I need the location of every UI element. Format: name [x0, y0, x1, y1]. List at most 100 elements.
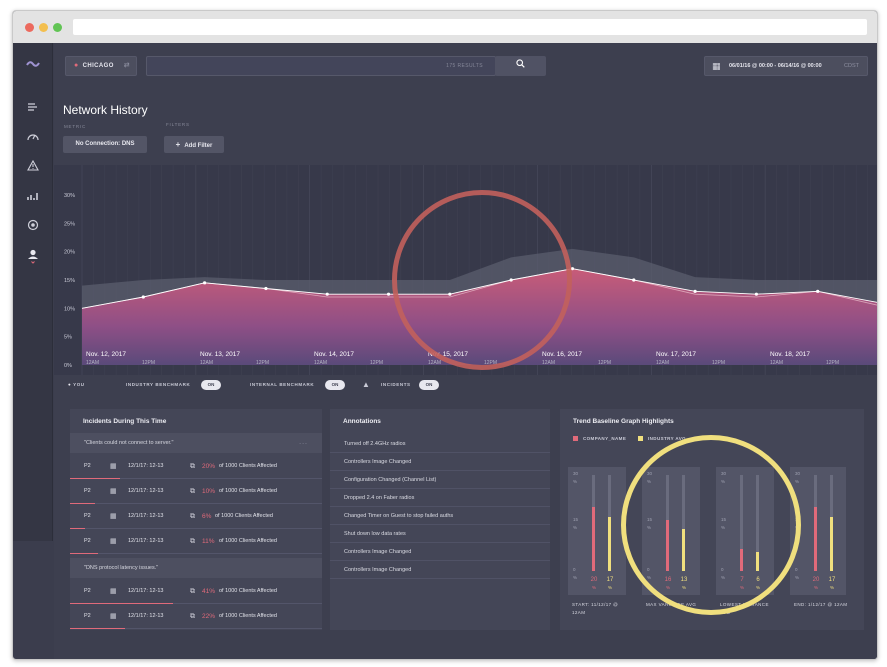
data-point[interactable]	[816, 289, 820, 293]
legend-company: COMPANY_NAME	[573, 436, 627, 442]
location-selector[interactable]: ● CHICAGO ⇄	[65, 56, 137, 76]
priority-label: P2	[84, 588, 91, 594]
x-sub-tick-label: 12AM	[656, 360, 669, 366]
timezone-label: CDST	[844, 63, 859, 69]
x-sub-tick-label: 12AM	[200, 360, 213, 366]
priority-label: P2	[84, 513, 91, 519]
incident-time: 12/1/17: 12-13	[128, 513, 164, 519]
axis-tick: %	[573, 525, 578, 530]
list-item[interactable]: Dropped 2.4 on Faber radios	[330, 489, 550, 507]
company-value: 20	[590, 577, 598, 583]
more-icon[interactable]: ...	[299, 439, 308, 446]
incident-group[interactable]: "DNS protocol latency issues."	[70, 558, 322, 578]
logo-icon[interactable]	[25, 57, 41, 73]
chart-icon[interactable]	[25, 189, 41, 205]
menu-icon[interactable]	[25, 99, 41, 115]
calendar-icon: ▦	[110, 463, 117, 470]
x-sub-tick-label: 12PM	[598, 360, 611, 366]
x-sub-tick-label: 12AM	[314, 360, 327, 366]
x-day-label: Nov. 14, 2017	[314, 351, 354, 358]
clients-icon: ⧉	[190, 488, 195, 495]
settings-icon[interactable]	[25, 219, 41, 235]
list-item[interactable]: Controllers Image Changed	[330, 543, 550, 561]
incident-percent: 6%	[202, 513, 212, 520]
list-item[interactable]: Changed Timer on Guest to stop failed au…	[330, 507, 550, 525]
calendar-icon: ▦	[712, 61, 721, 71]
x-sub-tick-label: 12AM	[86, 360, 99, 366]
highlight-block[interactable]: 30% 15% 0% 20 17%%	[568, 467, 626, 595]
data-point[interactable]	[754, 292, 758, 296]
company-swatch	[573, 436, 578, 442]
y-tick-label: 30%	[64, 193, 75, 199]
highlight-caption: START: 11/12/17 @ 12AM	[572, 602, 619, 615]
table-row[interactable]: P2 ▦ 12/1/17: 12-13 ⧉ 41% of 1000 Clients Aff…	[70, 579, 322, 604]
data-point[interactable]	[141, 295, 145, 299]
highlights-title: Trend Baseline Graph Highlights	[573, 418, 674, 425]
maximize-window-icon[interactable]	[53, 23, 62, 32]
list-item[interactable]: Turned off 2.4GHz radios	[330, 435, 550, 453]
address-bar[interactable]	[73, 19, 867, 35]
data-point[interactable]	[264, 286, 268, 291]
legend-industry-avg-label: INDUSTRY AVG	[648, 436, 687, 441]
minimize-window-icon[interactable]	[39, 23, 48, 32]
data-point[interactable]	[386, 292, 391, 296]
legend-company-label: COMPANY_NAME	[583, 436, 627, 441]
pin-icon: ●	[74, 62, 79, 69]
legend-industry-label: INDUSTRY BENCHMARK	[126, 382, 191, 387]
alert-icon[interactable]	[25, 159, 41, 175]
list-item[interactable]: Configuration Changed (Channel List)	[330, 471, 550, 489]
user-icon[interactable]	[25, 249, 41, 265]
incident-progress-bar	[70, 628, 126, 629]
company-bar-fill	[592, 507, 595, 571]
incident-time: 12/1/17: 12-13	[128, 463, 164, 469]
date-range-selector[interactable]: ▦ 06/01/16 @ 00:00 - 06/14/16 @ 00:00 CD…	[704, 56, 868, 76]
data-point[interactable]	[203, 281, 207, 285]
x-sub-tick-label: 12AM	[542, 360, 555, 366]
legend-internal-label: INTERNAL BENCHMARK	[250, 382, 315, 387]
search-input[interactable]: 175 RESULTS	[146, 56, 496, 76]
data-point[interactable]	[325, 292, 329, 296]
search-button[interactable]	[495, 56, 546, 76]
incident-progress-bar	[70, 528, 86, 529]
incident-percent: 41%	[202, 588, 216, 595]
add-filter-button[interactable]: + Add Filter	[164, 136, 224, 153]
calendar-icon: ▦	[110, 588, 117, 595]
incident-affected: of 1000 Clients Affected	[219, 463, 277, 469]
page-title: Network History	[63, 103, 148, 117]
incident-progress-bar	[70, 478, 121, 479]
table-row[interactable]: P2 ▦ 12/1/17: 12-13 ⧉ 22% of 1000 Clients Aff…	[70, 604, 322, 629]
incident-progress-bar	[70, 503, 96, 504]
incident-group[interactable]: "Clients could not connect to server." .…	[70, 433, 322, 453]
table-row[interactable]: P2 ▦ 12/1/17: 12-13 ⧉ 6% of 1000 Clients Affe…	[70, 504, 322, 529]
data-point[interactable]	[570, 267, 575, 271]
data-point[interactable]	[693, 289, 697, 293]
calendar-icon: ▦	[110, 513, 117, 520]
filters-label: FILTERS	[166, 122, 190, 127]
list-item[interactable]: Shut down low data rates	[330, 525, 550, 543]
clients-icon: ⧉	[190, 538, 195, 545]
x-sub-tick-label: 12PM	[826, 360, 839, 366]
location-label: CHICAGO	[82, 63, 114, 69]
x-day-label: Nov. 16, 2017	[542, 351, 582, 358]
company-pct: %	[591, 585, 596, 590]
table-row[interactable]: P2 ▦ 12/1/17: 12-13 ⧉ 11% of 1000 Clients Aff…	[70, 529, 322, 554]
y-tick-label: 0%	[64, 363, 72, 369]
internal-benchmark-toggle[interactable]: ON	[325, 380, 345, 390]
industry-benchmark-toggle[interactable]: ON	[201, 380, 221, 390]
swap-icon: ⇄	[123, 62, 130, 69]
list-item[interactable]: Controllers Image Changed	[330, 453, 550, 471]
date-range-label: 06/01/16 @ 00:00 - 06/14/16 @ 00:00	[729, 63, 822, 69]
list-item[interactable]: Controllers Image Changed	[330, 561, 550, 579]
incidents-toggle[interactable]: ON	[419, 380, 439, 390]
data-point[interactable]	[632, 278, 636, 282]
axis-tick: %	[573, 575, 578, 580]
x-sub-tick-label: 12PM	[712, 360, 725, 366]
table-row[interactable]: P2 ▦ 12/1/17: 12-13 ⧉ 20% of 1000 Clients Aff…	[70, 454, 322, 479]
metric-selector[interactable]: No Connection: DNS	[63, 136, 147, 153]
gauge-icon[interactable]	[25, 129, 41, 145]
table-row[interactable]: P2 ▦ 12/1/17: 12-13 ⧉ 10% of 1000 Clients Aff…	[70, 479, 322, 504]
incident-time: 12/1/17: 12-13	[128, 488, 164, 494]
close-window-icon[interactable]	[25, 23, 34, 32]
x-sub-tick-label: 12PM	[370, 360, 383, 366]
axis-tick: %	[573, 479, 578, 484]
